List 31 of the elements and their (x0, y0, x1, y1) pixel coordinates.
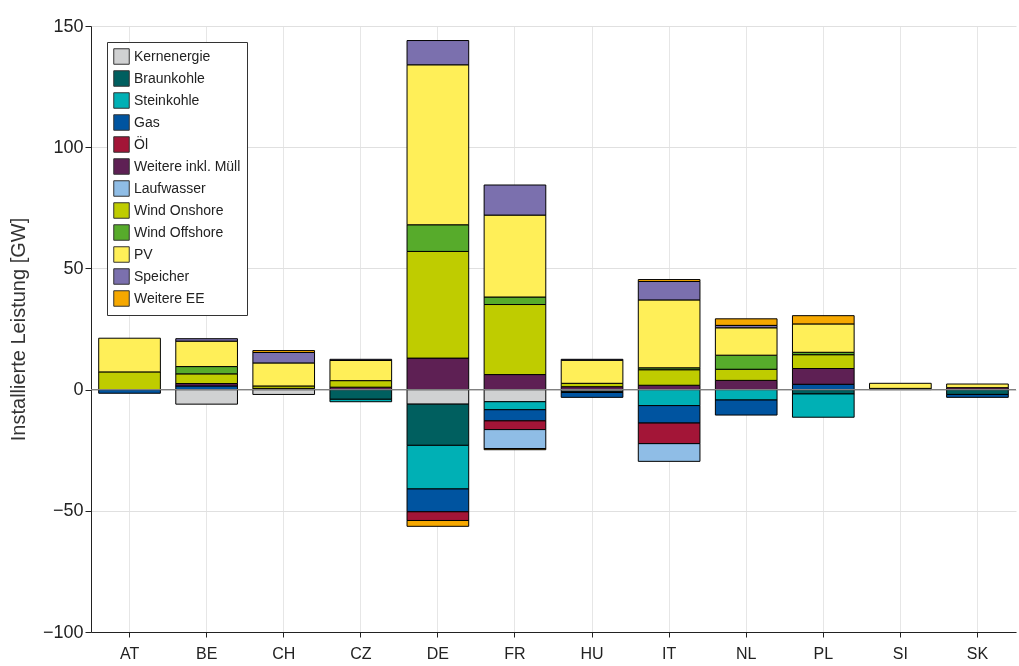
y-tick-label: −50 (52, 500, 84, 521)
y-tick-label: 0 (73, 379, 84, 400)
x-tick-label: SI (892, 644, 908, 662)
legend-label: Braunkohle (134, 69, 206, 86)
y-tick-label: −100 (42, 621, 84, 642)
legend-label: Speicher (134, 267, 190, 284)
x-tick-label: AT (119, 644, 140, 662)
x-tick-label: CZ (350, 644, 372, 662)
x-tick-label: PL (813, 644, 834, 662)
x-tick-label: SK (966, 644, 989, 662)
legend-label: Weitere EE (134, 289, 205, 306)
x-tick-label: NL (735, 644, 757, 662)
legend-label: Wind Onshore (134, 201, 224, 218)
x-tick-label: FR (504, 644, 526, 662)
legend-label: Kernenergie (134, 47, 211, 64)
legend-label: Weitere inkl. Müll (134, 157, 241, 174)
x-tick-label: HU (580, 644, 604, 662)
legend-label: Wind Offshore (134, 223, 224, 240)
x-tick-label: BE (195, 644, 218, 662)
x-tick-label: IT (662, 644, 677, 662)
y-tick-label: 50 (63, 257, 84, 278)
y-tick-label: 100 (53, 136, 84, 157)
y-tick-label: 150 (53, 15, 84, 36)
legend-label: Steinkohle (134, 91, 200, 108)
x-tick-label: DE (426, 644, 449, 662)
legend-label: PV (134, 245, 154, 262)
legend-label: Gas (134, 113, 160, 130)
x-tick-label: CH (272, 644, 296, 662)
y-axis-title: Installierte Leistung [GW] (6, 217, 29, 442)
legend-label: Öl (134, 134, 148, 152)
legend-label: Laufwasser (134, 179, 206, 196)
